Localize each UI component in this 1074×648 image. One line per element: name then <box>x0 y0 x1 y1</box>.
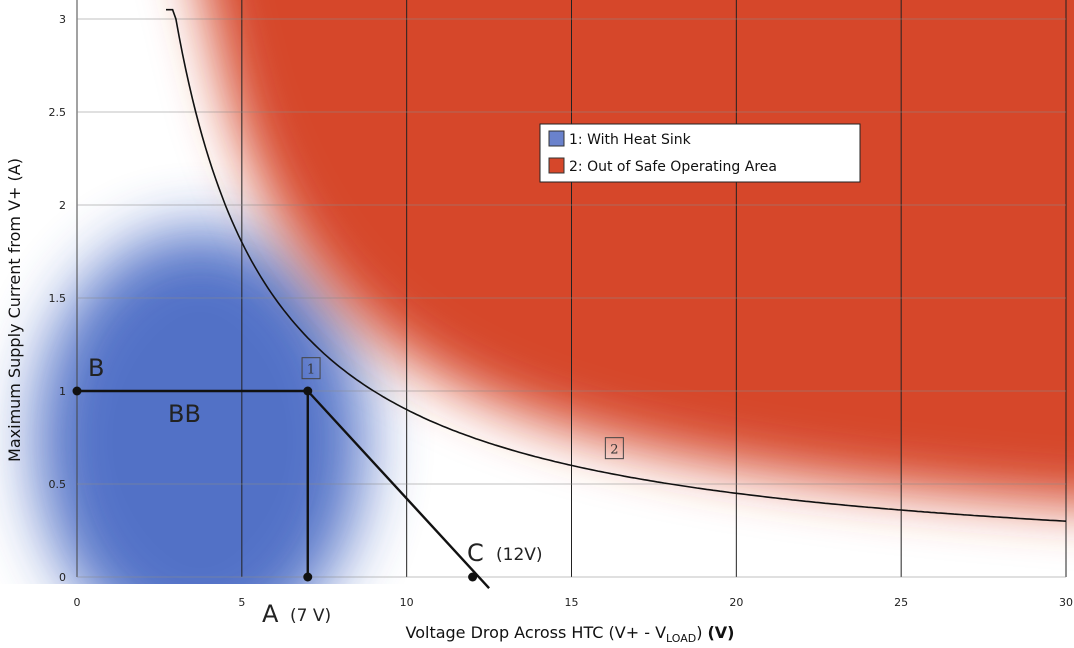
region-label-bb: BB <box>168 400 201 428</box>
point-label-b: B <box>88 354 104 382</box>
y-tick-labels: 0 0.5 1 1.5 2 2.5 3 <box>49 13 67 584</box>
legend-label-2: 2: Out of Safe Operating Area <box>569 159 777 175</box>
x-tick-label: 25 <box>894 596 908 609</box>
y-tick-label: 3 <box>59 13 66 26</box>
x-tick-label: 5 <box>238 596 245 609</box>
x-axis-title-sub: LOAD <box>666 632 696 645</box>
x-tick-label: 30 <box>1059 596 1073 609</box>
y-axis-title: Maximum Supply Current from V+ (A) <box>5 158 24 462</box>
x-tick-label: 10 <box>400 596 414 609</box>
x-tick-label: 20 <box>729 596 743 609</box>
y-tick-label: 2.5 <box>49 106 67 119</box>
legend-swatch-2 <box>548 157 565 174</box>
point-c <box>468 572 478 582</box>
x-tick-label: 15 <box>565 596 579 609</box>
svg-text:2: 2 <box>610 443 618 458</box>
region-label-1: 1 <box>301 357 321 380</box>
construction-lines <box>77 389 490 589</box>
region-number-labels: 12 <box>301 357 624 460</box>
x-axis-title-main: Voltage Drop Across HTC (V+ - V <box>406 623 667 642</box>
x-axis-unit: (V) <box>707 623 734 642</box>
construction-points <box>72 386 478 582</box>
x-axis-title-end: ) <box>696 623 702 642</box>
point-b <box>72 386 82 396</box>
point-a <box>303 572 313 582</box>
grid <box>76 0 1067 578</box>
y-tick-label: 2 <box>59 199 66 212</box>
x-axis-title: Voltage Drop Across HTC (V+ - VLOAD) (V) <box>406 623 735 645</box>
point-corner <box>303 386 313 396</box>
y-tick-label: 0 <box>59 571 66 584</box>
legend-box <box>539 123 861 183</box>
region-label-2: 2 <box>604 437 624 460</box>
y-tick-label: 0.5 <box>49 478 67 491</box>
boundary-curve <box>166 8 1067 522</box>
y-tick-label: 1.5 <box>49 292 67 305</box>
construction-line <box>306 390 490 589</box>
svg-text:A: A <box>262 600 279 628</box>
safe-area-fill <box>35 230 365 584</box>
x-tick-label: 0 <box>74 596 81 609</box>
point-label-c: C (12V) <box>467 539 543 567</box>
svg-text:C: C <box>467 539 484 567</box>
legend-label-1: 1: With Heat Sink <box>569 132 692 148</box>
svg-text:B: B <box>88 354 104 382</box>
legend-swatch-1 <box>548 130 565 147</box>
svg-text:(7 V): (7 V) <box>290 606 331 626</box>
svg-text:1: 1 <box>307 363 315 378</box>
x-tick-labels: 0 5 10 15 20 25 30 <box>74 596 1074 609</box>
point-label-a: A (7 V) <box>262 600 331 628</box>
legend: 1: With Heat Sink 2: Out of Safe Operati… <box>539 123 861 183</box>
y-tick-label: 1 <box>59 385 66 398</box>
svg-text:(12V): (12V) <box>496 545 543 565</box>
